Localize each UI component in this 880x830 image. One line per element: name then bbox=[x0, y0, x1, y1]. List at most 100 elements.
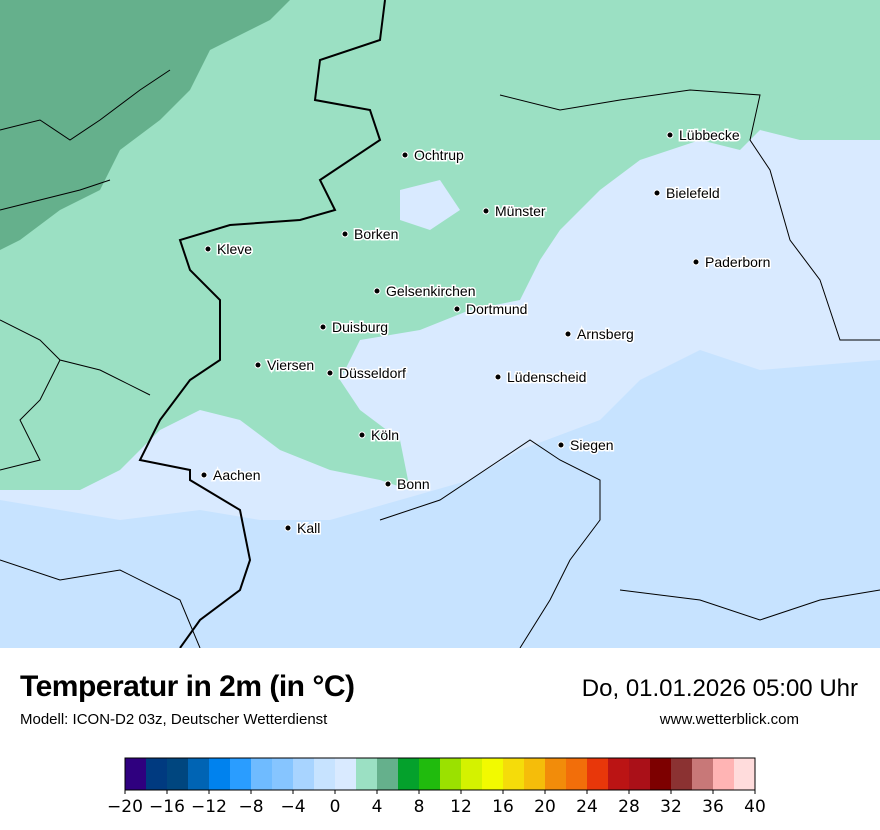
city-marker: Köln bbox=[358, 426, 401, 445]
legend-swatch bbox=[629, 758, 651, 790]
city-dot bbox=[453, 305, 461, 313]
city-dot bbox=[326, 369, 334, 377]
legend-swatch bbox=[167, 758, 189, 790]
legend-swatch bbox=[377, 758, 399, 790]
city-label: Borken bbox=[354, 226, 398, 242]
legend-swatch bbox=[461, 758, 483, 790]
city-dot bbox=[557, 441, 565, 449]
city-dot bbox=[482, 207, 490, 215]
city-label: Paderborn bbox=[705, 254, 770, 270]
city-dot bbox=[254, 361, 262, 369]
city-label: Lübbecke bbox=[679, 127, 740, 143]
city-marker: Kall bbox=[284, 519, 322, 538]
forecast-datetime: Do, 01.01.2026 05:00 Uhr bbox=[581, 675, 858, 702]
legend-swatch bbox=[503, 758, 525, 790]
legend-swatch bbox=[482, 758, 504, 790]
legend-swatch bbox=[146, 758, 168, 790]
color-legend: −20 −16 −12 −8 −4 0 4 8 12 16 20 24 28 32 36 40 bbox=[107, 757, 766, 817]
city-marker: Arnsberg bbox=[564, 325, 635, 344]
legend-swatch bbox=[356, 758, 378, 790]
legend-swatch bbox=[524, 758, 546, 790]
city-marker: Paderborn bbox=[692, 253, 772, 272]
city-marker: Lüdenscheid bbox=[494, 368, 588, 387]
city-marker: Gelsenkirchen bbox=[373, 282, 477, 301]
legend-swatch bbox=[566, 758, 588, 790]
city-marker: Borken bbox=[341, 225, 400, 244]
city-marker: Siegen bbox=[557, 436, 615, 455]
city-dot bbox=[341, 230, 349, 238]
legend-tick-label: 8 bbox=[414, 797, 425, 817]
city-dot bbox=[319, 323, 327, 331]
legend-swatch bbox=[209, 758, 231, 790]
city-dot bbox=[564, 330, 572, 338]
legend-swatch bbox=[587, 758, 609, 790]
legend-tick-label: 40 bbox=[744, 797, 766, 817]
city-label: Kall bbox=[297, 520, 320, 536]
legend-swatch bbox=[650, 758, 672, 790]
city-marker: Bonn bbox=[384, 475, 431, 494]
temp-zone-light-patch bbox=[400, 180, 460, 230]
legend-tick-label: 28 bbox=[618, 797, 640, 817]
city-marker: Lübbecke bbox=[666, 126, 741, 145]
legend-swatch bbox=[692, 758, 714, 790]
legend-tick-label: 0 bbox=[330, 797, 341, 817]
city-dot bbox=[666, 131, 674, 139]
legend-tick-label: 24 bbox=[576, 797, 598, 817]
legend-swatch bbox=[713, 758, 735, 790]
legend-swatch bbox=[251, 758, 273, 790]
legend-swatch bbox=[335, 758, 357, 790]
city-label: Kleve bbox=[217, 241, 252, 257]
city-label: Köln bbox=[371, 427, 399, 443]
temperature-map: Ochtrup Münster Lübbecke Bielefeld Borken Kle… bbox=[0, 0, 880, 648]
temp-zone-4-6 bbox=[0, 0, 290, 250]
city-label: Aachen bbox=[213, 467, 260, 483]
city-dot bbox=[653, 189, 661, 197]
legend-swatch bbox=[671, 758, 693, 790]
city-marker: Münster bbox=[482, 202, 547, 221]
city-marker: Düsseldorf bbox=[326, 364, 408, 383]
city-label: Lüdenscheid bbox=[507, 369, 586, 385]
city-label: Ochtrup bbox=[414, 147, 464, 163]
city-dot bbox=[692, 258, 700, 266]
borders bbox=[0, 0, 880, 648]
legend-tick-label: −8 bbox=[238, 797, 263, 817]
legend-tick-label: 16 bbox=[492, 797, 514, 817]
city-marker: Aachen bbox=[200, 466, 262, 485]
city-dot bbox=[284, 524, 292, 532]
legend-swatch bbox=[230, 758, 252, 790]
legend-swatch bbox=[314, 758, 336, 790]
legend-swatch bbox=[734, 758, 756, 790]
legend-tick-label: 36 bbox=[702, 797, 724, 817]
legend-swatch bbox=[272, 758, 294, 790]
map-title: Temperatur in 2m (in °C) bbox=[20, 670, 355, 703]
city-dot bbox=[358, 431, 366, 439]
legend-tick-label: −20 bbox=[107, 797, 143, 817]
legend-frame bbox=[124, 757, 756, 791]
city-dot bbox=[494, 373, 502, 381]
legend-tick-label: 20 bbox=[534, 797, 556, 817]
website-link[interactable]: www.wetterblick.com bbox=[659, 711, 799, 728]
city-label: Münster bbox=[495, 203, 546, 219]
city-marker: Bielefeld bbox=[653, 184, 721, 203]
legend-swatch bbox=[293, 758, 315, 790]
city-label: Bonn bbox=[397, 476, 430, 492]
legend-swatch bbox=[545, 758, 567, 790]
legend-swatch bbox=[608, 758, 630, 790]
legend-tick-label: 4 bbox=[372, 797, 383, 817]
city-dot bbox=[200, 471, 208, 479]
city-dot bbox=[401, 151, 409, 159]
legend-tick-label: −16 bbox=[149, 797, 185, 817]
city-label: Arnsberg bbox=[577, 326, 634, 342]
city-dot bbox=[373, 287, 381, 295]
legend-swatch bbox=[125, 758, 147, 790]
city-label: Dortmund bbox=[466, 301, 527, 317]
legend-swatch bbox=[398, 758, 420, 790]
temp-zone-2-4 bbox=[0, 0, 880, 490]
city-label: Gelsenkirchen bbox=[386, 283, 476, 299]
legend-swatch bbox=[419, 758, 441, 790]
city-label: Duisburg bbox=[332, 319, 388, 335]
temp-zone-0-2-south bbox=[0, 350, 880, 648]
legend-swatch bbox=[440, 758, 462, 790]
legend-swatch bbox=[188, 758, 210, 790]
temp-zone-2-4-east bbox=[760, 80, 880, 140]
